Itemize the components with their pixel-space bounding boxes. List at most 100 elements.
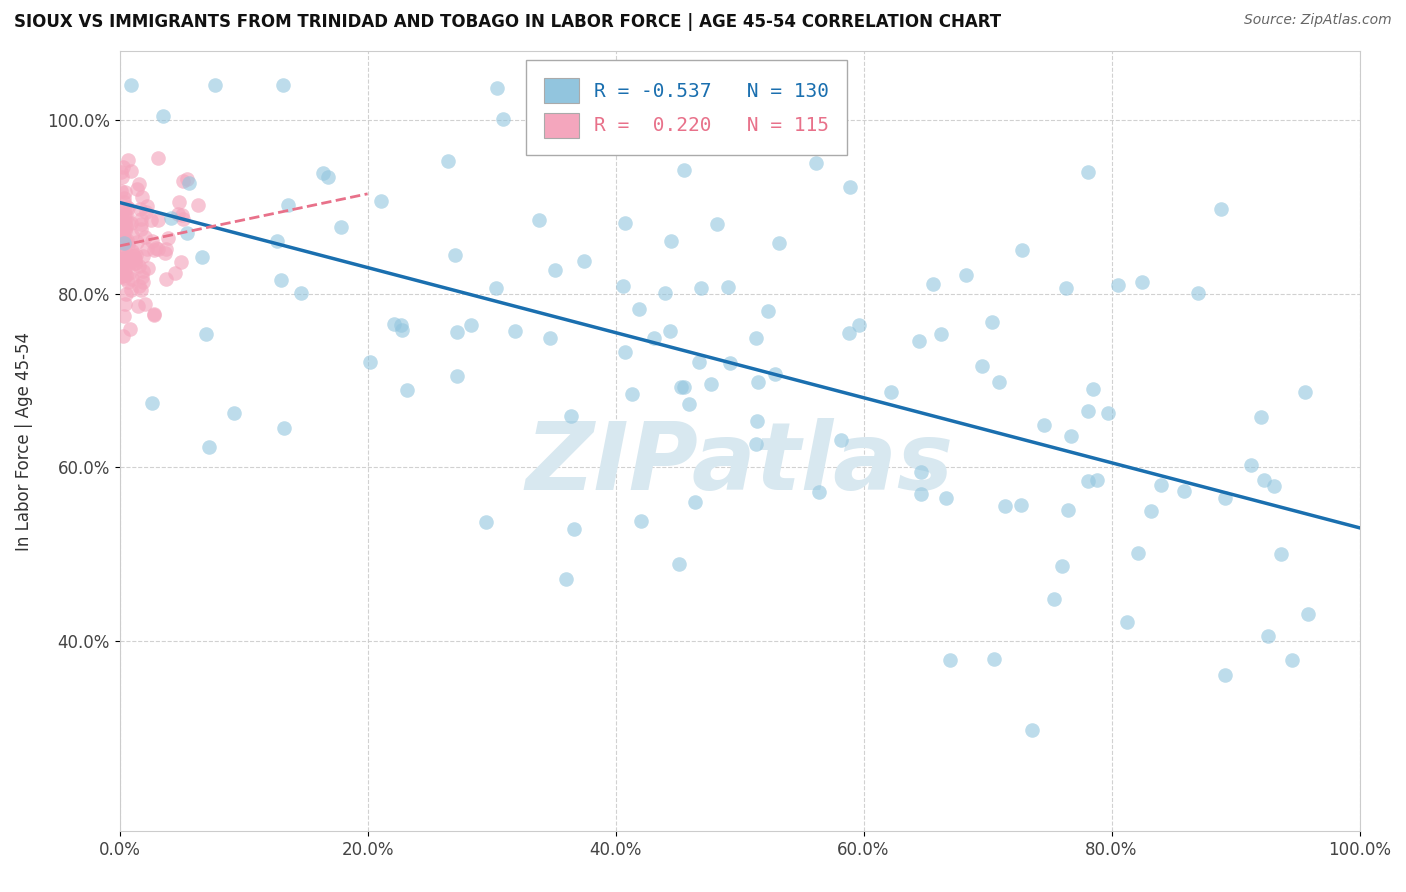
Point [688, 354, 710, 368]
Point [112, 309, 135, 323]
Point [1107, 277, 1129, 292]
Point [277, 198, 299, 212]
Point [129, 222, 152, 236]
Point [1253, 473, 1275, 487]
Point [110, 257, 132, 271]
Point [117, 202, 139, 216]
Point [620, 387, 643, 401]
Point [1281, 653, 1303, 667]
Point [460, 318, 482, 333]
Point [170, 255, 193, 269]
Point [110, 231, 132, 245]
Point [630, 514, 652, 528]
Point [659, 235, 682, 249]
Point [436, 153, 458, 168]
Point [114, 185, 136, 199]
Point [114, 224, 136, 238]
Point [112, 233, 135, 247]
Point [110, 215, 132, 229]
Point [391, 323, 413, 337]
Point [121, 244, 143, 259]
Point [129, 217, 152, 231]
Point [124, 249, 146, 263]
Point [139, 213, 162, 227]
Point [669, 380, 692, 394]
Point [270, 273, 292, 287]
Point [1043, 592, 1066, 607]
Point [112, 235, 135, 250]
Point [1257, 629, 1279, 643]
Point [125, 247, 148, 261]
Point [117, 216, 139, 230]
Point [110, 219, 132, 233]
Point [166, 207, 188, 221]
Point [128, 278, 150, 293]
Point [128, 177, 150, 191]
Point [163, 266, 186, 280]
Point [839, 179, 862, 194]
Point [446, 368, 468, 383]
Point [1081, 382, 1104, 396]
Point [124, 249, 146, 263]
Point [134, 230, 156, 244]
Point [1059, 428, 1081, 442]
Point [768, 235, 790, 250]
Point [1077, 404, 1099, 418]
Point [111, 252, 134, 266]
Point [135, 204, 157, 219]
Point [628, 301, 651, 316]
Point [668, 557, 690, 571]
Point [396, 383, 419, 397]
Point [1115, 615, 1137, 629]
Point [763, 368, 786, 382]
Point [505, 324, 527, 338]
Point [1250, 409, 1272, 424]
Point [544, 262, 567, 277]
Point [112, 208, 135, 222]
Point [112, 195, 135, 210]
Point [117, 238, 139, 252]
Point [110, 269, 132, 284]
Point [360, 355, 382, 369]
Point [112, 263, 135, 277]
Point [120, 164, 142, 178]
Point [1033, 418, 1056, 433]
Point [955, 268, 977, 282]
Point [114, 208, 136, 222]
Point [131, 190, 153, 204]
Point [111, 252, 134, 266]
Point [446, 326, 468, 340]
Point [112, 328, 135, 343]
Point [1097, 405, 1119, 419]
Point [554, 572, 576, 586]
Point [110, 164, 132, 178]
Point [111, 268, 134, 283]
Point [830, 433, 852, 447]
Point [131, 269, 153, 284]
Point [172, 174, 194, 188]
Point [124, 256, 146, 270]
Point [672, 162, 695, 177]
Point [922, 277, 945, 291]
Text: SIOUX VS IMMIGRANTS FROM TRINIDAD AND TOBAGO IN LABOR FORCE | AGE 45-54 CORRELAT: SIOUX VS IMMIGRANTS FROM TRINIDAD AND TO… [14, 13, 1001, 31]
Point [114, 219, 136, 234]
Point [485, 281, 508, 295]
Point [683, 495, 706, 509]
Point [114, 297, 136, 311]
Point [1240, 458, 1263, 472]
Point [112, 271, 135, 285]
Text: ZIPatlas: ZIPatlas [526, 418, 953, 510]
Point [124, 252, 146, 267]
Point [745, 331, 768, 345]
Point [114, 250, 136, 264]
Point [111, 220, 134, 235]
Point [1296, 607, 1319, 621]
Point [143, 308, 166, 322]
Point [129, 202, 152, 216]
Point [179, 176, 201, 190]
Point [134, 296, 156, 310]
Point [1021, 723, 1043, 737]
Point [155, 271, 177, 285]
Point [114, 263, 136, 277]
Point [114, 254, 136, 268]
